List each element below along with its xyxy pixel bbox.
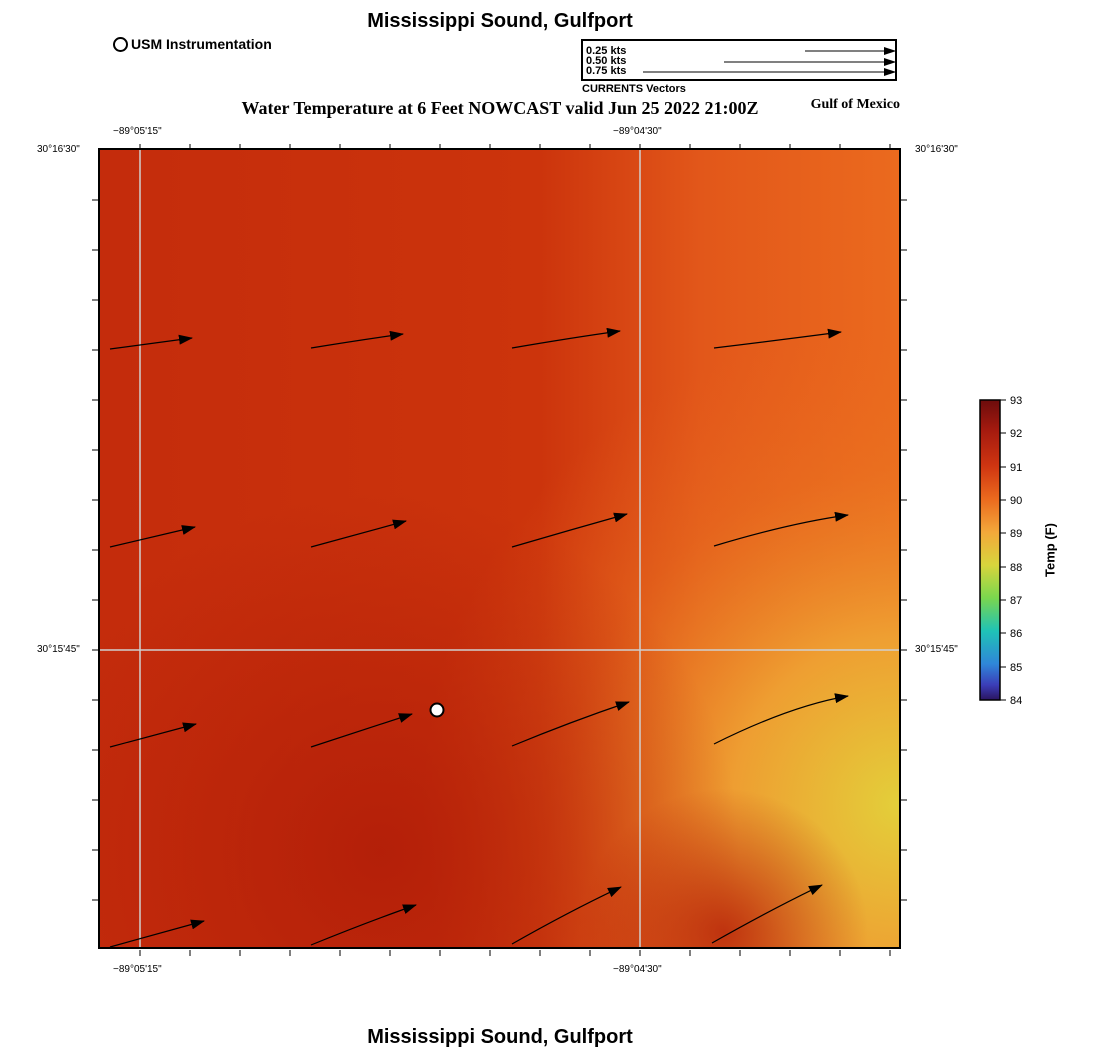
current-vector bbox=[109, 525, 196, 548]
map-subtitle: Water Temperature at 6 Feet NOWCAST vali… bbox=[241, 98, 759, 118]
colorbar-tick-84: 84 bbox=[1010, 695, 1022, 707]
current-vector bbox=[511, 886, 622, 945]
lon-label-bottom-1: −89°05'15" bbox=[113, 964, 162, 975]
current-vector bbox=[109, 722, 197, 748]
lat-label-right-2: 30°15'45" bbox=[915, 644, 958, 655]
colorbar-tick-86: 86 bbox=[1010, 628, 1022, 640]
frame-ticks bbox=[92, 144, 907, 956]
usm-station-marker[interactable] bbox=[429, 702, 445, 718]
station-marker-icon bbox=[113, 36, 128, 52]
colorbar-tick-92: 92 bbox=[1010, 428, 1022, 440]
current-vector bbox=[109, 334, 193, 350]
lon-label-top-1: −89°05'15" bbox=[113, 126, 162, 137]
current-vector bbox=[511, 327, 621, 349]
current-vector bbox=[310, 713, 413, 748]
colorbar-tick-87: 87 bbox=[1010, 595, 1022, 607]
current-vector bbox=[711, 884, 823, 944]
current-vector bbox=[511, 701, 630, 747]
current-vector bbox=[713, 511, 849, 547]
current-vector bbox=[713, 693, 849, 745]
current-vector bbox=[310, 904, 417, 946]
current-vectors bbox=[109, 327, 849, 948]
current-vector bbox=[511, 512, 628, 548]
map-canvas[interactable] bbox=[90, 140, 910, 958]
vector-legend-entry-3: 0.75 kts bbox=[586, 65, 626, 77]
current-vector bbox=[310, 519, 407, 548]
station-legend: USM Instrumentation bbox=[113, 36, 272, 52]
lon-label-top-2: −89°04'30" bbox=[613, 126, 662, 137]
vector-legend-caption: CURRENTS Vectors bbox=[582, 83, 686, 95]
colorbar-tick-93: 93 bbox=[1010, 395, 1022, 407]
station-legend-label: USM Instrumentation bbox=[131, 36, 272, 52]
current-vector bbox=[109, 919, 205, 948]
vector-legend: 0.25 kts 0.50 kts 0.75 kts bbox=[581, 39, 897, 81]
current-vector bbox=[713, 328, 842, 349]
lon-label-bottom-2: −89°04'30" bbox=[613, 964, 662, 975]
lat-label-left-1: 30°16'30" bbox=[37, 144, 80, 155]
temperature-cool-zone-2 bbox=[100, 150, 900, 948]
colorbar: 93 92 91 90 89 88 87 86 85 84 bbox=[979, 395, 1022, 707]
colorbar-tick-91: 91 bbox=[1010, 462, 1022, 474]
colorbar-tick-90: 90 bbox=[1010, 495, 1022, 507]
vector-legend-svg: 0.25 kts 0.50 kts 0.75 kts bbox=[586, 45, 896, 77]
lat-label-right-1: 30°16'30" bbox=[915, 144, 958, 155]
map-frame bbox=[98, 148, 901, 949]
colorbar-tick-89: 89 bbox=[1010, 528, 1022, 540]
current-vector bbox=[310, 330, 404, 349]
lat-label-left-2: 30°15'45" bbox=[37, 644, 80, 655]
vector-legend-entry-1: 0.25 kts bbox=[586, 45, 626, 57]
colorbar-tick-88: 88 bbox=[1010, 562, 1022, 574]
colorbar-tick-85: 85 bbox=[1010, 662, 1022, 674]
region-label: Gulf of Mexico bbox=[810, 97, 900, 112]
map-title: Mississippi Sound, Gulfport bbox=[367, 10, 633, 32]
vector-legend-entry-2: 0.50 kts bbox=[586, 55, 626, 67]
footer-title: Mississippi Sound, Gulfport bbox=[367, 1026, 633, 1048]
colorbar-gradient bbox=[979, 399, 1001, 701]
colorbar-label: Temp (F) bbox=[1042, 523, 1058, 577]
